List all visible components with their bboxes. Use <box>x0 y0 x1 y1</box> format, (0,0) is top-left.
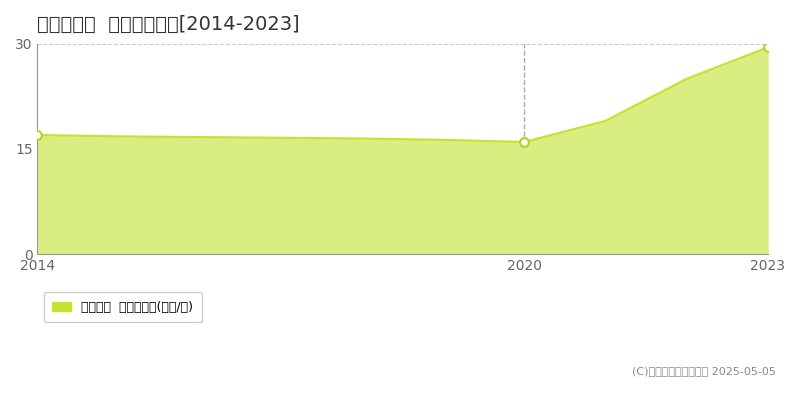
Legend: 土地価格  平均坪単価(万円/坪): 土地価格 平均坪単価(万円/坪) <box>44 292 202 322</box>
Text: (C)土地価格ドットコム 2025-05-05: (C)土地価格ドットコム 2025-05-05 <box>632 366 776 376</box>
Point <box>518 139 530 145</box>
Text: 飯能市新光  土地価格推移[2014-2023]: 飯能市新光 土地価格推移[2014-2023] <box>38 15 300 34</box>
Point <box>31 132 44 138</box>
Point <box>761 44 774 50</box>
